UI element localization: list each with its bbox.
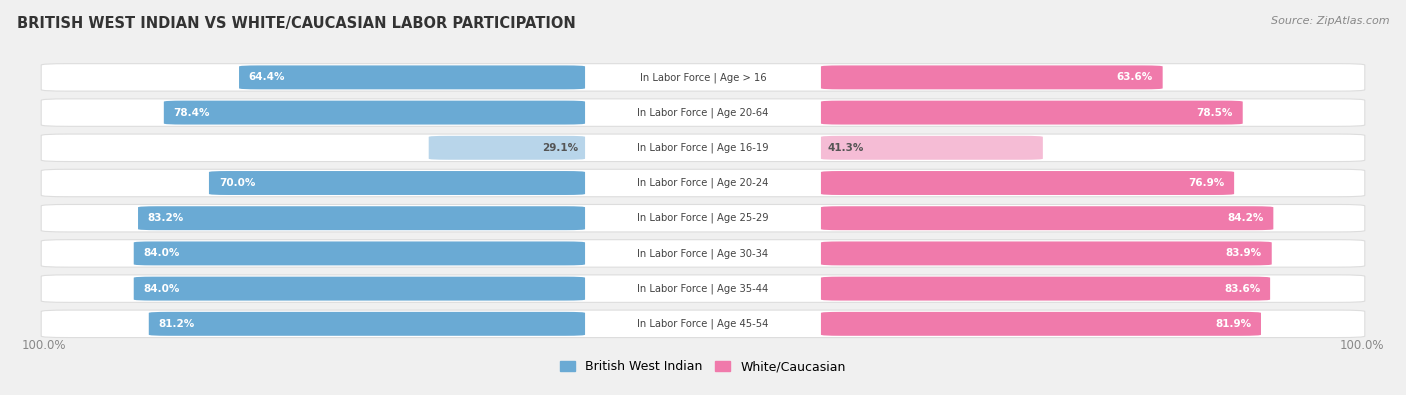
Text: BRITISH WEST INDIAN VS WHITE/CAUCASIAN LABOR PARTICIPATION: BRITISH WEST INDIAN VS WHITE/CAUCASIAN L…	[17, 16, 575, 31]
Text: In Labor Force | Age 25-29: In Labor Force | Age 25-29	[637, 213, 769, 224]
FancyBboxPatch shape	[209, 171, 585, 195]
Text: 76.9%: 76.9%	[1188, 178, 1225, 188]
Text: 100.0%: 100.0%	[1340, 339, 1385, 352]
FancyBboxPatch shape	[41, 99, 1365, 126]
Text: In Labor Force | Age 20-24: In Labor Force | Age 20-24	[637, 178, 769, 188]
Text: 84.0%: 84.0%	[143, 248, 180, 258]
Text: 41.3%: 41.3%	[828, 143, 863, 153]
FancyBboxPatch shape	[821, 171, 1234, 195]
Text: 78.4%: 78.4%	[174, 107, 209, 118]
FancyBboxPatch shape	[821, 101, 1243, 124]
Text: In Labor Force | Age 35-44: In Labor Force | Age 35-44	[637, 283, 769, 294]
FancyBboxPatch shape	[41, 240, 1365, 267]
Text: 70.0%: 70.0%	[219, 178, 254, 188]
FancyBboxPatch shape	[41, 275, 1365, 302]
FancyBboxPatch shape	[41, 169, 1365, 197]
Text: In Labor Force | Age 16-19: In Labor Force | Age 16-19	[637, 143, 769, 153]
FancyBboxPatch shape	[821, 241, 1272, 265]
Text: 84.0%: 84.0%	[143, 284, 180, 293]
FancyBboxPatch shape	[239, 66, 585, 89]
Text: In Labor Force | Age 45-54: In Labor Force | Age 45-54	[637, 319, 769, 329]
FancyBboxPatch shape	[821, 276, 1270, 301]
Text: 63.6%: 63.6%	[1116, 72, 1153, 83]
Text: 100.0%: 100.0%	[21, 339, 66, 352]
FancyBboxPatch shape	[41, 205, 1365, 232]
FancyBboxPatch shape	[138, 206, 585, 230]
Text: 64.4%: 64.4%	[249, 72, 285, 83]
Text: 83.9%: 83.9%	[1226, 248, 1263, 258]
FancyBboxPatch shape	[165, 101, 585, 124]
Legend: British West Indian, White/Caucasian: British West Indian, White/Caucasian	[555, 356, 851, 378]
Text: 84.2%: 84.2%	[1227, 213, 1264, 223]
FancyBboxPatch shape	[429, 136, 585, 160]
Text: In Labor Force | Age 20-64: In Labor Force | Age 20-64	[637, 107, 769, 118]
Text: Source: ZipAtlas.com: Source: ZipAtlas.com	[1271, 16, 1389, 26]
FancyBboxPatch shape	[134, 276, 585, 301]
Text: 81.9%: 81.9%	[1215, 319, 1251, 329]
FancyBboxPatch shape	[41, 310, 1365, 338]
FancyBboxPatch shape	[41, 134, 1365, 162]
Text: 83.2%: 83.2%	[148, 213, 184, 223]
Text: 78.5%: 78.5%	[1197, 107, 1233, 118]
FancyBboxPatch shape	[821, 206, 1274, 230]
FancyBboxPatch shape	[821, 66, 1163, 89]
Text: In Labor Force | Age 30-34: In Labor Force | Age 30-34	[637, 248, 769, 259]
FancyBboxPatch shape	[821, 312, 1261, 336]
Text: 81.2%: 81.2%	[159, 319, 195, 329]
FancyBboxPatch shape	[821, 136, 1043, 160]
FancyBboxPatch shape	[41, 64, 1365, 91]
Text: 29.1%: 29.1%	[543, 143, 578, 153]
FancyBboxPatch shape	[134, 241, 585, 265]
Text: 83.6%: 83.6%	[1225, 284, 1260, 293]
FancyBboxPatch shape	[149, 312, 585, 336]
Text: In Labor Force | Age > 16: In Labor Force | Age > 16	[640, 72, 766, 83]
